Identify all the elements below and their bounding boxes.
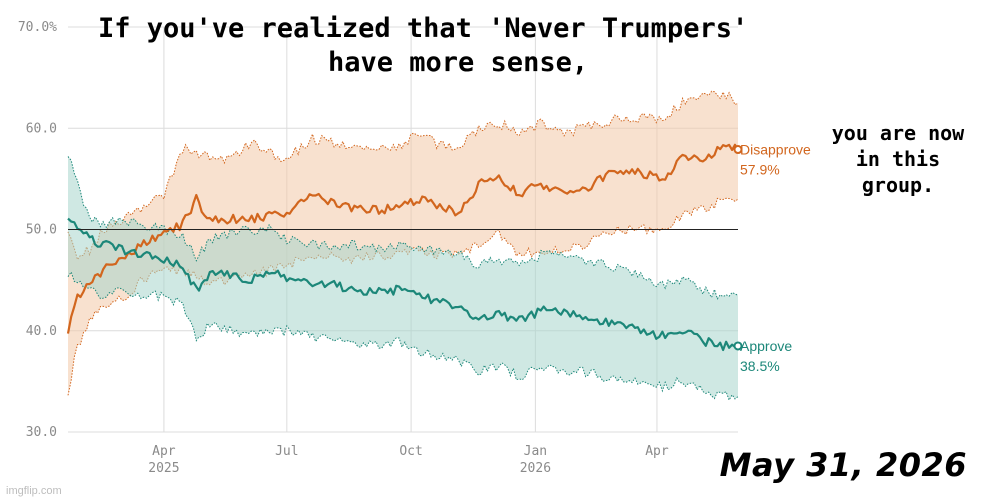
y-tick-label: 40.0 — [26, 324, 57, 339]
y-tick-label: 30.0 — [26, 425, 57, 440]
series-lines — [66, 143, 739, 352]
y-tick-label: 70.0% — [18, 20, 57, 35]
band-lower-approve — [67, 270, 739, 402]
series-line-approve — [67, 217, 739, 352]
series-value-label: 38.5% — [740, 358, 780, 374]
band-upper-disapprove — [67, 90, 739, 261]
x-tick-label: Oct — [399, 444, 422, 459]
series-line-disapprove — [66, 143, 739, 334]
confidence-bands — [67, 90, 739, 402]
series-name-label: Approve — [740, 338, 792, 354]
x-tick-label: Jul — [275, 444, 298, 459]
date-stamp: May 31, 2026 — [719, 446, 967, 484]
y-tick-label: 60.0 — [26, 121, 57, 136]
y-tick-label: 50.0 — [26, 223, 57, 238]
x-tick-label: Apr — [645, 444, 669, 459]
x-tick-label: Apr — [152, 444, 176, 459]
caption-line-2: have more sense, — [328, 47, 589, 78]
end-point-approve — [733, 341, 743, 351]
meme-caption-side: you are now in this group. — [831, 121, 965, 197]
watermark: imgflip.com — [6, 485, 62, 497]
band-approve — [68, 156, 738, 401]
x-tick-label: Jan — [524, 444, 547, 459]
x-tick-year-label: 2026 — [520, 461, 551, 476]
end-point-disapprove — [733, 145, 743, 155]
x-tick-year-label: 2025 — [148, 461, 179, 476]
band-upper-approve — [67, 156, 739, 300]
series-end-labels: Disapprove 57.9% Approve 38.5% — [733, 142, 811, 374]
series-value-label: 57.9% — [740, 162, 780, 178]
caption-line-1: If you've realized that 'Never Trumpers' — [98, 13, 749, 44]
series-name-label: Disapprove — [740, 142, 811, 158]
meme-caption-top: If you've realized that 'Never Trumpers'… — [0, 12, 983, 80]
axis-ticks: 30.0 40.0 50.0 60.0 70.0% Apr 2025 Jul Oct Jan 202… — [18, 20, 669, 476]
